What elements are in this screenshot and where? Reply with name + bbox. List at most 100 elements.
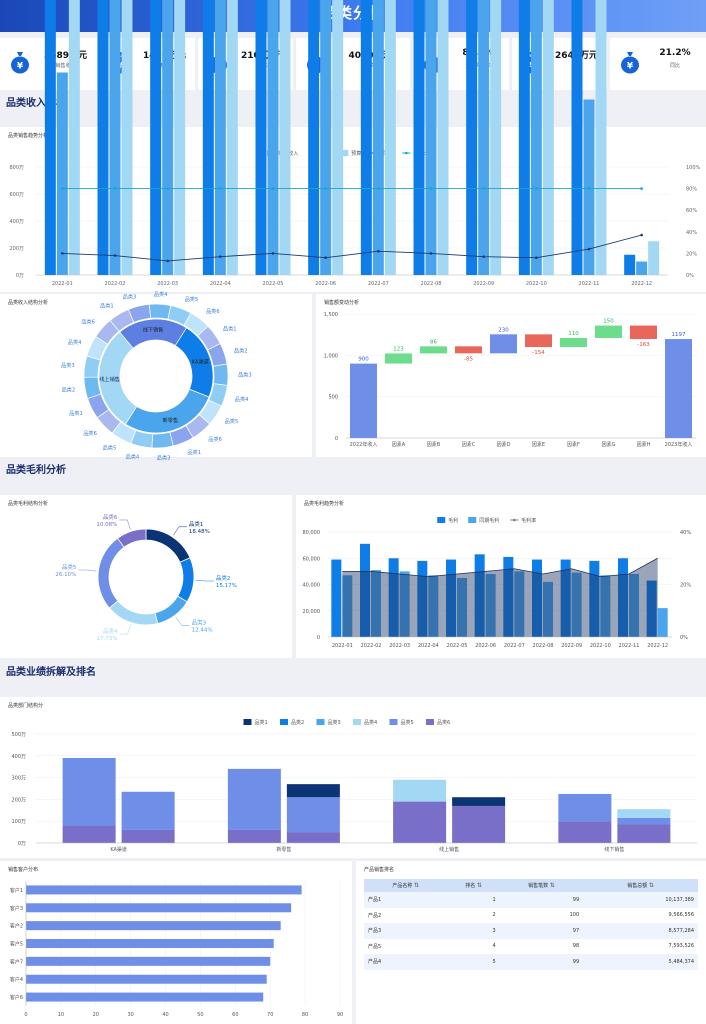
bar-毛利 bbox=[417, 560, 428, 637]
legend-swatch bbox=[468, 517, 477, 523]
point-同比 bbox=[377, 249, 380, 253]
slice-pct-label: 17.73% bbox=[97, 636, 118, 642]
table-row[interactable]: 产品2 2 100 9,566,556 bbox=[364, 908, 698, 924]
sort-icon[interactable]: ⇅ bbox=[648, 882, 654, 889]
bar-预算 bbox=[332, 0, 344, 275]
y2-tick-label: 40% bbox=[686, 230, 697, 236]
legend-swatch bbox=[353, 719, 361, 725]
legend-swatch bbox=[426, 719, 434, 725]
ranking-table: 产品名称 ⇅ 排名 ⇅ 销售笔数 ⇅ 销售总额 ⇅ 产品1 1 99 10,137,389 产… bbox=[364, 879, 698, 970]
x-tick-label: KA渠道 bbox=[110, 846, 127, 853]
x-tick-label: 90 bbox=[337, 1012, 343, 1018]
table-row[interactable]: 产品5 4 98 7,593,526 bbox=[364, 939, 698, 955]
leader-line bbox=[195, 580, 214, 582]
bar-同期毛利 bbox=[629, 574, 639, 637]
bar-预算 bbox=[174, 0, 186, 275]
table-row[interactable]: 产品3 3 97 8,577,284 bbox=[364, 923, 698, 939]
stacked-bar-品类1 bbox=[286, 784, 340, 798]
x-tick-label: 2022-01 bbox=[52, 281, 73, 287]
y-tick-label: 1,500 bbox=[324, 312, 338, 318]
slice-label: 品类3 bbox=[192, 618, 207, 626]
bar-销售收入 bbox=[466, 0, 478, 275]
slice-pct-label: 12.44% bbox=[192, 627, 213, 633]
x-tick-label: 2022-05 bbox=[447, 643, 468, 649]
y-tick-label: 客户3 bbox=[10, 905, 23, 912]
line-同比 bbox=[62, 234, 642, 262]
bar-毛利 bbox=[446, 559, 456, 637]
legend-label: 预算 bbox=[351, 150, 361, 157]
point-预算比 bbox=[219, 187, 222, 190]
waterfall-chart: 0 500 1,000 1,500 900 2022年收入 123 因素A 86 因素B -85 因素… bbox=[324, 312, 696, 448]
data-label: 1197 bbox=[672, 332, 686, 338]
y-tick-label: 客户4 bbox=[10, 976, 23, 983]
table-header[interactable]: 销售笔数 ⇅ bbox=[499, 879, 584, 892]
x-tick-label: 2022-03 bbox=[389, 643, 410, 649]
table-cell: 产品3 bbox=[364, 923, 448, 939]
data-label: -85 bbox=[464, 356, 473, 362]
slice-label: 品类4 bbox=[103, 627, 118, 635]
card-title: 品类部门结构分 bbox=[8, 703, 44, 709]
donut-slice bbox=[154, 595, 188, 625]
table-cell: 产品4 bbox=[364, 954, 448, 970]
slice-pct-label: 15.17% bbox=[216, 583, 237, 589]
bar-预算 bbox=[490, 0, 502, 275]
legend-swatch bbox=[437, 517, 446, 523]
card-title: 产品销售排名 bbox=[364, 867, 395, 873]
table-cell: 5 bbox=[447, 954, 500, 970]
sort-icon[interactable]: ⇅ bbox=[414, 882, 420, 889]
sales-trend-card: 品类销售趋势分析 销售收入同期预算同比预算比0万200万400万600万800万… bbox=[0, 0, 706, 292]
kpi-label: 同比 bbox=[669, 63, 680, 69]
bar-同期 bbox=[56, 72, 68, 275]
bar-预算 bbox=[437, 0, 449, 275]
customer-bar bbox=[26, 903, 292, 913]
bar-同期毛利 bbox=[514, 571, 525, 637]
point-同比 bbox=[61, 252, 64, 255]
donut-slice bbox=[177, 557, 195, 603]
stacked-bar-品类5 bbox=[62, 757, 116, 826]
sort-icon[interactable]: ⇅ bbox=[476, 882, 482, 889]
sunburst-outer-segment bbox=[151, 431, 174, 449]
stacked-bar-品类5 bbox=[286, 797, 340, 833]
x-tick-label: 因素D bbox=[497, 441, 511, 448]
waterfall-bar bbox=[385, 353, 412, 364]
x-tick-label: 2022-11 bbox=[619, 643, 640, 649]
table-header[interactable]: 产品名称 ⇅ bbox=[364, 879, 448, 892]
y-tick-label: 客户2 bbox=[10, 923, 23, 930]
point-同比 bbox=[587, 247, 591, 251]
leader-line bbox=[119, 624, 131, 635]
point-同比 bbox=[429, 252, 433, 255]
sales-trend-chart: 销售收入同期预算同比预算比0万200万400万600万800万0%20%40%6… bbox=[9, 0, 701, 287]
point-预算比 bbox=[324, 187, 327, 190]
customer-bar bbox=[26, 885, 302, 895]
leader-line bbox=[175, 617, 190, 626]
x-tick-label: 20 bbox=[93, 1012, 99, 1018]
data-label: 900 bbox=[358, 357, 369, 363]
stacked-bar-品类6 bbox=[62, 825, 116, 843]
table-cell: 8,577,284 bbox=[583, 923, 698, 939]
dept-structure-chart: 品类1 品类2 品类3 品类4 品类5 品类6 0万 100万 200万 300万 400万 500万… bbox=[11, 719, 697, 853]
bar-同期 bbox=[530, 0, 542, 275]
y2-tick-label: 20% bbox=[680, 583, 691, 589]
table-row[interactable]: 产品4 5 99 5,484,374 bbox=[364, 954, 698, 970]
point-同比 bbox=[113, 254, 117, 257]
waterfall-bar bbox=[630, 325, 657, 340]
kpi-label: 销售收入 bbox=[55, 63, 76, 69]
table-header[interactable]: 销售总额 ⇅ bbox=[583, 879, 698, 892]
area-毛利率 bbox=[342, 558, 658, 637]
x-tick-label: 2022-12 bbox=[647, 643, 668, 649]
table-row[interactable]: 产品1 1 99 10,137,389 bbox=[364, 892, 698, 908]
outer-label: 品类4 bbox=[68, 338, 82, 346]
bar-同期 bbox=[583, 99, 595, 275]
card-title: 品类毛利趋势分析 bbox=[304, 501, 345, 507]
bar-销售收入 bbox=[571, 0, 583, 275]
table-header[interactable]: 排名 ⇅ bbox=[447, 879, 500, 892]
x-tick-label: 2022-02 bbox=[361, 643, 382, 649]
waterfall-bar bbox=[665, 339, 692, 438]
customer-bar bbox=[26, 992, 264, 1002]
donut-slice bbox=[97, 537, 125, 609]
x-tick-label: 80 bbox=[302, 1012, 308, 1018]
y-tick-label: 600万 bbox=[9, 192, 24, 198]
bar-销售收入 bbox=[97, 0, 109, 275]
sort-icon[interactable]: ⇅ bbox=[549, 882, 555, 889]
x-tick-label: 2022-03 bbox=[157, 281, 178, 287]
